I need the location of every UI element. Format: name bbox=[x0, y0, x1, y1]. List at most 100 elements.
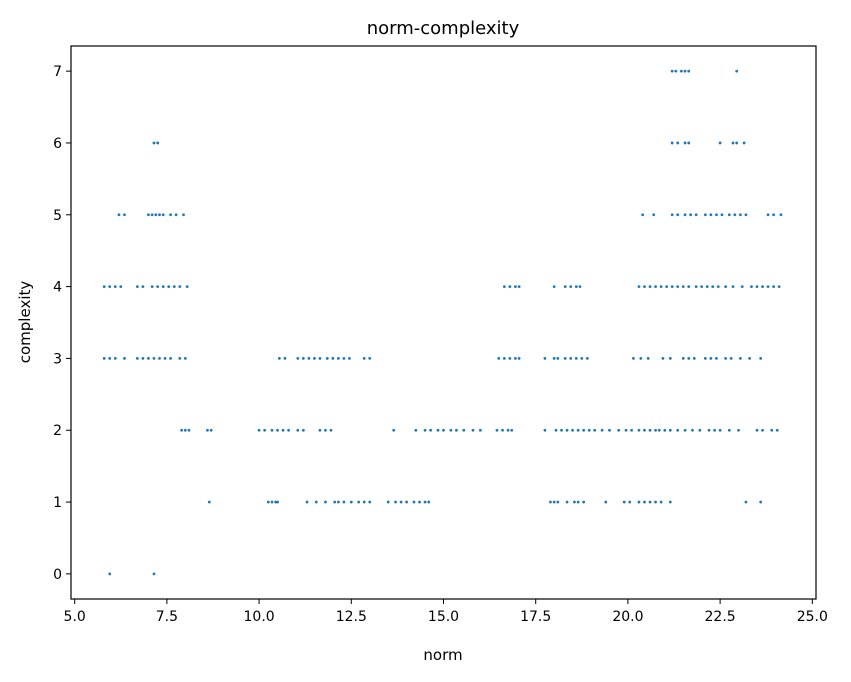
data-point-84 bbox=[608, 428, 611, 432]
data-point-226 bbox=[694, 213, 698, 217]
x-tick-label: 22.5 bbox=[705, 609, 736, 625]
data-point-23 bbox=[423, 500, 427, 504]
data-point-81 bbox=[587, 428, 591, 432]
data-point-208 bbox=[772, 285, 775, 288]
data-point-207 bbox=[766, 285, 770, 288]
data-point-13 bbox=[349, 500, 353, 504]
data-point-152 bbox=[668, 357, 672, 360]
data-point-58 bbox=[329, 428, 333, 432]
data-point-162 bbox=[748, 357, 752, 360]
data-point-92 bbox=[657, 428, 661, 432]
data-point-201 bbox=[724, 285, 728, 288]
data-point-235 bbox=[766, 213, 770, 217]
data-point-243 bbox=[687, 141, 691, 145]
data-point-196 bbox=[694, 285, 698, 288]
x-tick-label: 7.5 bbox=[156, 609, 178, 625]
data-point-174 bbox=[172, 285, 176, 288]
data-point-164 bbox=[102, 285, 106, 288]
y-tick-label: 1 bbox=[53, 495, 62, 511]
data-point-230 bbox=[720, 213, 724, 217]
data-point-241 bbox=[676, 141, 680, 145]
data-point-2 bbox=[207, 500, 211, 504]
data-point-120 bbox=[183, 357, 187, 360]
data-point-106 bbox=[770, 428, 774, 432]
data-point-27 bbox=[556, 500, 560, 504]
data-point-72 bbox=[506, 428, 510, 432]
y-tick-label: 6 bbox=[53, 136, 62, 152]
data-point-163 bbox=[759, 357, 763, 360]
data-point-65 bbox=[449, 428, 453, 432]
y-tick-label: 0 bbox=[53, 567, 62, 583]
data-point-117 bbox=[163, 357, 167, 360]
data-point-101 bbox=[718, 428, 722, 432]
x-tick-label: 12.5 bbox=[336, 609, 367, 625]
data-point-189 bbox=[654, 285, 657, 288]
data-point-1 bbox=[152, 572, 156, 576]
data-point-44 bbox=[183, 428, 187, 432]
data-point-180 bbox=[517, 285, 521, 288]
data-point-127 bbox=[318, 357, 322, 360]
data-point-60 bbox=[414, 428, 418, 432]
data-point-49 bbox=[263, 428, 267, 432]
data-point-150 bbox=[646, 357, 650, 360]
data-point-8 bbox=[314, 500, 318, 504]
data-point-57 bbox=[324, 428, 327, 432]
data-point-246 bbox=[735, 141, 739, 145]
data-point-67 bbox=[462, 428, 466, 432]
data-point-210 bbox=[117, 213, 121, 217]
data-point-151 bbox=[661, 357, 665, 360]
data-point-118 bbox=[169, 357, 172, 360]
data-point-209 bbox=[777, 285, 781, 288]
data-point-176 bbox=[185, 285, 189, 288]
data-point-31 bbox=[582, 500, 586, 504]
data-point-251 bbox=[683, 69, 687, 73]
data-point-205 bbox=[755, 285, 759, 288]
data-point-181 bbox=[552, 285, 556, 288]
data-point-223 bbox=[676, 213, 680, 217]
data-point-45 bbox=[187, 428, 191, 432]
data-point-250 bbox=[679, 69, 683, 73]
data-point-75 bbox=[554, 428, 558, 432]
data-point-55 bbox=[301, 428, 305, 432]
data-point-3 bbox=[266, 500, 270, 504]
data-point-214 bbox=[154, 213, 158, 217]
y-tick-label: 4 bbox=[53, 280, 62, 296]
data-point-141 bbox=[552, 357, 556, 360]
data-point-175 bbox=[178, 285, 182, 288]
data-point-221 bbox=[652, 213, 656, 217]
data-point-165 bbox=[108, 285, 112, 288]
data-point-129 bbox=[331, 357, 335, 360]
data-point-192 bbox=[670, 285, 674, 288]
data-point-188 bbox=[648, 285, 652, 288]
data-point-29 bbox=[573, 500, 576, 504]
data-point-96 bbox=[683, 428, 687, 432]
data-point-17 bbox=[386, 500, 390, 504]
data-point-131 bbox=[342, 357, 346, 360]
data-point-213 bbox=[150, 213, 154, 217]
data-point-169 bbox=[141, 285, 145, 288]
data-point-126 bbox=[313, 357, 316, 360]
data-point-88 bbox=[637, 428, 641, 432]
data-point-234 bbox=[744, 213, 748, 217]
data-point-138 bbox=[514, 357, 517, 360]
data-point-168 bbox=[135, 285, 139, 288]
y-tick-label: 5 bbox=[53, 208, 62, 224]
data-point-6 bbox=[276, 500, 279, 504]
data-point-47 bbox=[209, 428, 213, 432]
data-point-0 bbox=[108, 572, 112, 576]
data-point-98 bbox=[698, 428, 702, 432]
x-tick-label: 10.0 bbox=[244, 609, 275, 625]
data-point-200 bbox=[716, 285, 720, 288]
data-point-86 bbox=[624, 428, 628, 432]
data-point-198 bbox=[705, 285, 709, 288]
data-point-121 bbox=[277, 357, 281, 360]
data-point-40 bbox=[668, 500, 672, 504]
data-point-85 bbox=[617, 428, 621, 432]
data-point-56 bbox=[318, 428, 322, 432]
data-point-59 bbox=[392, 428, 396, 432]
data-point-78 bbox=[571, 428, 574, 432]
data-point-89 bbox=[643, 428, 646, 432]
data-point-142 bbox=[556, 357, 560, 360]
data-point-68 bbox=[471, 428, 475, 432]
data-point-111 bbox=[123, 357, 126, 360]
